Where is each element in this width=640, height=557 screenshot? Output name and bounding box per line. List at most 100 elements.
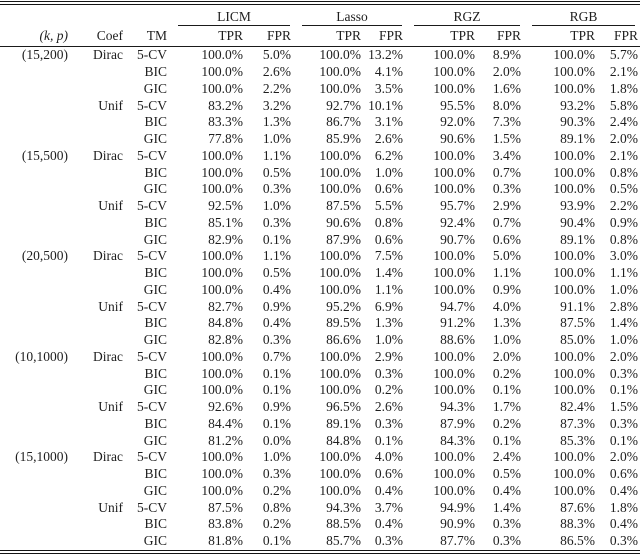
rgb-tpr-cell: 82.4% [560,399,595,415]
lasso-fpr-cell: 0.6% [374,231,403,247]
table-header: LICM Lasso RGZ RGB (k, p) Coef TM TPR FP… [0,5,640,47]
kp-cell [0,399,72,416]
coef-cell: Dirac [93,449,123,465]
rgb-fpr-cell: 2.1% [609,64,639,80]
licm-fpr-cell: 3.2% [262,97,291,113]
kp-cell [0,165,72,182]
tm-cell: GIC [143,482,167,498]
tm-cell: BIC [144,365,167,381]
lasso-fpr-cell: 2.6% [374,131,403,147]
rgb-fpr-cell: 2.4% [609,114,639,130]
rgb-fpr-cell: 0.3% [609,533,639,549]
rgz-tpr-cell: 94.9% [440,499,475,515]
table-bottom-rule [0,549,640,555]
column-header-rgz-tpr: TPR [450,28,475,44]
licm-tpr-cell: 83.3% [208,114,243,130]
rgb-tpr-cell: 100.0% [553,348,595,364]
lasso-fpr-cell: 6.2% [374,147,403,163]
rgb-tpr-cell: 88.3% [560,516,595,532]
rgz-fpr-cell: 4.0% [492,298,521,314]
rgz-tpr-cell: 95.7% [440,198,475,214]
lasso-fpr-cell: 3.1% [374,114,403,130]
table-top-rule [0,1,640,6]
lasso-tpr-cell: 100.0% [319,365,361,381]
rgz-tpr-cell: 100.0% [433,281,475,297]
coef-cell: Dirac [93,47,123,63]
coef-cell [72,232,127,249]
rgb-tpr-cell: 85.0% [560,332,595,348]
kp-cell [0,533,72,550]
rgz-tpr-cell: 100.0% [433,348,475,364]
rgz-fpr-cell: 0.1% [492,382,521,398]
kp-cell [0,131,72,148]
rgb-fpr-cell: 1.0% [609,332,639,348]
table-row: GIC 82.8% 0.3% 86.6% 1.0% 88.6% 1.0% 85.0% 1.0% [0,332,640,349]
rgz-fpr-cell: 1.5% [492,131,521,147]
rgb-tpr-cell: 87.5% [560,315,595,331]
tm-cell: 5-CV [137,499,167,515]
column-header-licm-fpr: FPR [266,28,291,44]
licm-fpr-cell: 0.3% [262,181,291,197]
lasso-tpr-cell: 100.0% [319,147,361,163]
rgz-fpr-cell: 8.0% [492,97,521,113]
licm-tpr-cell: 87.5% [208,499,243,515]
licm-tpr-cell: 100.0% [201,147,243,163]
rgb-fpr-cell: 0.1% [609,432,639,448]
lasso-fpr-cell: 0.8% [374,214,403,230]
rgb-tpr-cell: 100.0% [553,281,595,297]
licm-tpr-cell: 100.0% [201,181,243,197]
lasso-fpr-cell: 0.3% [374,415,403,431]
group-label-rgb: RGB [532,9,636,27]
tm-cell: BIC [144,64,167,80]
coef-cell [72,483,127,500]
tm-cell: BIC [144,516,167,532]
results-table: LICM Lasso RGZ RGB (k, p) Coef TM TPR FP… [0,5,640,550]
licm-tpr-cell: 81.8% [208,533,243,549]
rgb-tpr-cell: 90.3% [560,114,595,130]
rgz-tpr-cell: 87.9% [440,415,475,431]
rgz-tpr-cell: 100.0% [433,181,475,197]
table-row: BIC 83.8% 0.2% 88.5% 0.4% 90.9% 0.3% 88.3% 0.4% [0,516,640,533]
rgz-fpr-cell: 1.4% [492,499,521,515]
licm-fpr-cell: 1.0% [262,131,291,147]
tm-cell: 5-CV [137,147,167,163]
group-label-lasso: Lasso [302,9,402,27]
rgz-fpr-cell: 0.3% [492,516,521,532]
coef-cell: Unif [98,97,123,113]
rgz-fpr-cell: 1.1% [492,265,521,281]
lasso-tpr-cell: 100.0% [319,449,361,465]
licm-fpr-cell: 0.3% [262,466,291,482]
tm-cell: 5-CV [137,248,167,264]
lasso-tpr-cell: 100.0% [319,466,361,482]
rgb-tpr-cell: 100.0% [553,382,595,398]
lasso-fpr-cell: 1.1% [374,281,403,297]
rgz-tpr-cell: 94.3% [440,399,475,415]
lasso-fpr-cell: 7.5% [374,248,403,264]
rgz-fpr-cell: 7.3% [492,114,521,130]
coef-cell: Unif [98,198,123,214]
rgb-tpr-cell: 100.0% [553,164,595,180]
coef-cell: Dirac [93,248,123,264]
licm-fpr-cell: 0.9% [262,298,291,314]
kp-cell: (10,1000) [15,348,68,364]
lasso-fpr-cell: 1.4% [374,265,403,281]
tm-cell: GIC [143,80,167,96]
lasso-fpr-cell: 3.7% [374,499,403,515]
licm-fpr-cell: 1.3% [262,114,291,130]
lasso-tpr-cell: 87.9% [326,231,361,247]
tm-cell: GIC [143,432,167,448]
rgb-fpr-cell: 0.6% [609,466,639,482]
kp-cell [0,232,72,249]
rgz-tpr-cell: 95.5% [440,97,475,113]
licm-fpr-cell: 2.6% [262,64,291,80]
rgz-tpr-cell: 100.0% [433,365,475,381]
lasso-tpr-cell: 89.1% [326,415,361,431]
licm-tpr-cell: 92.6% [208,399,243,415]
table-body: (15,200) Dirac 5-CV 100.0% 5.0% 100.0% 13.2% 10… [0,47,640,550]
lasso-fpr-cell: 0.3% [374,533,403,549]
table-row: (15,1000) Dirac 5-CV 100.0% 1.0% 100.0% 4.0% 10… [0,449,640,466]
licm-tpr-cell: 85.1% [208,214,243,230]
rgb-tpr-cell: 100.0% [553,248,595,264]
licm-tpr-cell: 100.0% [201,80,243,96]
rgb-tpr-cell: 100.0% [553,80,595,96]
